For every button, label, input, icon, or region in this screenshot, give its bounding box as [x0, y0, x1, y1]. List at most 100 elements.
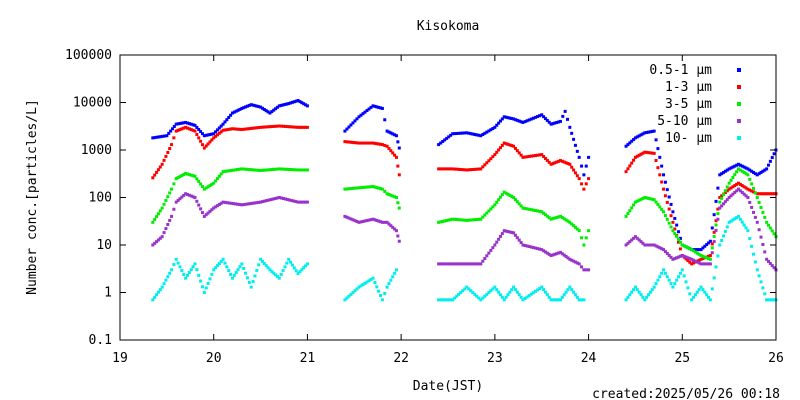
data-point	[675, 223, 679, 227]
data-point	[753, 191, 757, 195]
data-point	[652, 198, 656, 202]
data-point	[525, 155, 529, 159]
data-point	[210, 138, 214, 142]
data-point	[538, 287, 542, 291]
data-point	[245, 104, 249, 108]
data-point	[519, 120, 523, 124]
data-point	[568, 125, 572, 129]
data-point	[469, 168, 473, 172]
data-point	[770, 192, 774, 196]
data-point	[302, 125, 306, 129]
data-point	[244, 271, 248, 275]
data-point	[265, 199, 269, 203]
data-point	[639, 240, 643, 244]
data-point	[485, 211, 489, 215]
data-point	[675, 278, 679, 282]
data-point	[577, 229, 581, 233]
data-point	[353, 219, 357, 223]
x-tick-label: 21	[300, 351, 316, 366]
data-point	[669, 255, 673, 259]
data-point	[767, 259, 771, 263]
data-point	[707, 262, 711, 266]
data-point	[584, 268, 588, 272]
data-point	[158, 288, 162, 292]
data-point	[504, 142, 508, 146]
data-point	[575, 149, 579, 153]
data-point	[288, 167, 292, 171]
legend-label: 10- μm	[665, 131, 712, 146]
data-point	[387, 282, 391, 286]
data-point	[447, 218, 451, 222]
data-point	[512, 231, 516, 235]
data-point	[463, 287, 467, 291]
data-point	[570, 222, 574, 226]
data-point	[517, 151, 521, 155]
data-point	[238, 265, 242, 269]
data-point	[441, 167, 445, 171]
data-point	[720, 204, 724, 208]
legend-label: 5-10 μm	[657, 114, 712, 129]
data-point	[500, 295, 504, 299]
data-point	[521, 243, 525, 247]
data-point	[504, 229, 508, 233]
data-point	[753, 172, 757, 176]
data-point	[770, 298, 774, 302]
data-point	[735, 216, 739, 220]
data-point	[710, 287, 714, 291]
data-point	[542, 211, 546, 215]
data-point	[705, 256, 709, 260]
data-point	[673, 227, 677, 231]
data-point	[197, 179, 201, 183]
data-point	[663, 194, 667, 198]
data-point	[170, 187, 174, 191]
data-point	[658, 246, 662, 250]
data-point	[250, 201, 254, 205]
data-point	[637, 134, 641, 138]
data-point	[515, 149, 519, 153]
data-point	[269, 125, 273, 129]
data-point	[580, 265, 584, 269]
data-point	[225, 128, 229, 132]
x-tick-label: 19	[112, 351, 128, 366]
data-point	[512, 285, 516, 289]
data-point	[529, 245, 533, 249]
data-point	[445, 167, 449, 171]
y-tick-label: 1	[104, 286, 112, 301]
data-point	[763, 250, 767, 254]
data-point	[684, 257, 688, 261]
data-point	[633, 200, 637, 204]
data-point	[626, 143, 630, 147]
data-point	[495, 240, 499, 244]
data-point	[199, 279, 203, 283]
data-point	[251, 280, 255, 284]
data-point	[542, 249, 546, 253]
data-point	[373, 141, 377, 145]
data-point	[383, 118, 387, 122]
data-point	[170, 127, 174, 131]
data-point	[469, 289, 473, 293]
data-point	[457, 292, 461, 296]
data-point	[477, 217, 481, 221]
data-point	[677, 237, 681, 241]
data-point	[695, 248, 699, 252]
data-point	[210, 272, 214, 276]
data-point	[279, 167, 283, 171]
data-point	[660, 164, 664, 168]
data-point	[443, 167, 447, 171]
data-point	[286, 125, 290, 129]
data-point	[498, 146, 502, 150]
data-point	[641, 132, 645, 136]
data-point	[731, 175, 735, 179]
x-axis-label: Date(JST)	[413, 379, 483, 394]
data-point	[259, 105, 263, 109]
data-point	[489, 207, 493, 211]
data-point	[271, 197, 275, 201]
data-point	[353, 141, 357, 145]
data-point	[731, 192, 735, 196]
data-point	[264, 109, 268, 113]
data-point	[453, 167, 457, 171]
data-point	[547, 252, 551, 256]
data-point	[273, 124, 277, 128]
data-point	[768, 159, 772, 163]
data-point	[437, 262, 441, 266]
